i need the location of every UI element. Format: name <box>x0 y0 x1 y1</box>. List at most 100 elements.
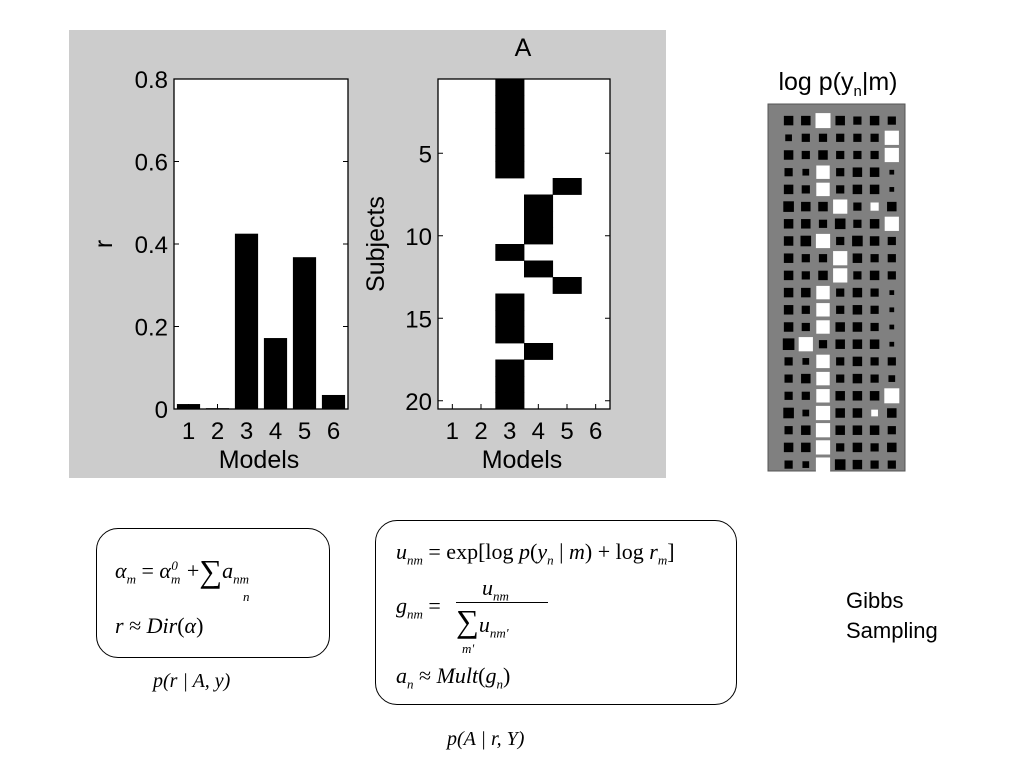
loglik-cell <box>836 236 845 246</box>
loglik-cell <box>835 408 845 418</box>
loglik-cell <box>784 168 793 177</box>
loglik-cell <box>818 219 828 228</box>
bar-plot-area <box>174 79 348 409</box>
loglik-cell <box>887 442 897 453</box>
loglik-cell <box>887 236 896 246</box>
bar-ytick-label: 0.8 <box>135 67 168 94</box>
loglik-cell <box>801 254 810 263</box>
loglik-cell <box>835 391 845 401</box>
assign-x-axis-label: Models <box>482 446 563 474</box>
loglik-cell <box>783 270 794 281</box>
loglik-cell <box>801 185 810 194</box>
loglik-cell <box>783 184 794 195</box>
loglik-cell <box>870 460 879 469</box>
loglik-cell <box>815 423 831 438</box>
loglik-cell <box>816 182 830 197</box>
loglik-cell <box>852 339 863 349</box>
assign-plot-frame <box>437 78 611 410</box>
gibbs-sampling-label: Gibbs Sampling <box>846 586 938 646</box>
loglik-cell <box>853 219 862 228</box>
loglik-cell <box>887 408 897 418</box>
dirichlet-caption: p(r | A, y) <box>153 670 231 692</box>
assign-xtick-label: 5 <box>560 418 573 445</box>
dirichlet-formula-box: αm = αm0 +∑anm n r ≈ Dir(α) <box>96 528 330 658</box>
loglik-cell <box>889 187 895 192</box>
assign-cell-subject-14 <box>495 293 525 311</box>
loglik-cell <box>801 201 811 212</box>
loglik-cell <box>870 202 879 211</box>
bar-xtick-label: 2 <box>211 418 224 445</box>
loglik-cell <box>836 443 845 452</box>
assign-xtick-label: 3 <box>503 418 516 445</box>
loglik-cell <box>815 233 831 249</box>
loglik-cell <box>852 322 863 332</box>
loglik-cell <box>816 389 830 403</box>
loglik-cell <box>870 150 879 160</box>
loglik-cell <box>869 391 880 401</box>
assign-xtick-label: 2 <box>474 418 487 445</box>
loglik-cell <box>818 340 828 349</box>
loglik-cell <box>801 391 810 400</box>
loglik-cell <box>836 185 845 194</box>
loglik-cell <box>818 201 828 212</box>
loglik-cell <box>783 287 794 298</box>
assign-ytick-label: 15 <box>405 306 432 333</box>
loglik-cell <box>816 354 830 369</box>
loglik-cell <box>870 254 879 263</box>
loglik-cell <box>802 358 810 365</box>
bar-5 <box>292 257 317 409</box>
assign-cell-subject-9 <box>524 211 554 228</box>
loglik-cell <box>784 357 793 366</box>
loglik-cell <box>816 320 830 334</box>
assign-xtick-label: 1 <box>446 418 459 445</box>
loglik-cell <box>869 236 880 246</box>
loglik-cell <box>852 442 863 453</box>
loglik-cell <box>869 270 880 281</box>
assign-title: A <box>515 34 532 62</box>
loglik-cell <box>802 168 810 176</box>
assign-cell-subject-8 <box>524 194 554 212</box>
loglik-cell <box>836 305 845 314</box>
loglik-cell <box>818 150 828 160</box>
loglik-cell <box>801 287 811 298</box>
loglik-cell <box>836 133 845 142</box>
loglik-cell <box>783 219 794 229</box>
r-dirichlet-equation: r ≈ Dir(α) <box>115 613 204 638</box>
bar-6 <box>321 394 346 409</box>
loglik-cell <box>783 305 794 315</box>
loglik-cell <box>818 133 828 142</box>
loglik-cell <box>801 115 811 126</box>
bar-4 <box>263 338 288 409</box>
loglik-cell <box>835 425 845 435</box>
loglik-cell <box>887 460 896 469</box>
loglik-cell <box>870 443 879 452</box>
loglik-cell <box>783 150 794 160</box>
loglik-cell <box>853 133 862 142</box>
loglik-cell <box>784 374 793 383</box>
assign-cell-subject-11 <box>495 244 525 261</box>
gibbs-label-line1: Gibbs <box>846 588 904 613</box>
loglik-cell <box>783 442 794 453</box>
loglik-cell <box>835 339 845 349</box>
gibbs-label-line2: Sampling <box>846 618 938 643</box>
loglik-cell <box>869 339 880 349</box>
assign-cell-subject-3 <box>495 112 525 129</box>
loglik-cell <box>871 409 878 417</box>
assign-cell-subject-15 <box>495 310 525 327</box>
loglik-cell <box>889 307 895 313</box>
loglik-cell <box>869 425 880 435</box>
loglik-cell <box>836 374 845 383</box>
assign-cell-subject-10 <box>524 227 554 245</box>
loglik-cell <box>884 388 900 404</box>
loglik-cell <box>853 150 862 160</box>
assign-cell-subject-12 <box>524 260 554 278</box>
assign-cell-subject-1 <box>495 79 525 96</box>
loglik-cell <box>835 322 845 332</box>
loglik-cell <box>852 287 863 298</box>
loglik-cell <box>887 271 896 280</box>
loglik-cell <box>784 391 793 400</box>
loglik-cell <box>853 202 862 211</box>
loglik-cell <box>816 285 830 300</box>
assign-ytick-label: 10 <box>405 224 432 251</box>
